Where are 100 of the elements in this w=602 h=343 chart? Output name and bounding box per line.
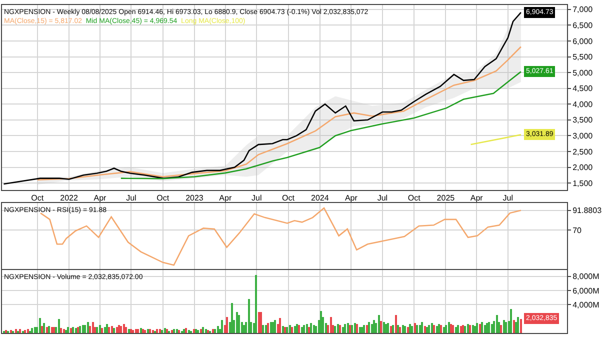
bar — [137, 329, 139, 333]
bar — [34, 327, 36, 333]
y-tick-label: 70 — [572, 226, 582, 235]
bar — [99, 325, 101, 333]
x-tick-label: Apr — [219, 194, 232, 203]
bar — [120, 326, 122, 333]
bar — [92, 322, 94, 333]
bar — [221, 320, 223, 333]
y-tick-label: 1,500 — [572, 178, 594, 188]
bar — [409, 324, 411, 333]
x-tick-label: Oct — [31, 194, 44, 203]
bar — [472, 325, 474, 333]
bar — [31, 328, 33, 333]
bar — [87, 322, 89, 333]
x-tick-label: 2024 — [311, 194, 330, 203]
bar — [330, 317, 332, 333]
bar — [135, 329, 137, 333]
bar — [476, 323, 478, 333]
bar — [320, 311, 322, 333]
bar — [457, 325, 459, 333]
line-series — [120, 71, 522, 180]
x-tick-label: Jul — [126, 194, 137, 203]
x-tick-label: 2022 — [60, 194, 78, 203]
bar — [197, 330, 199, 333]
bar — [255, 275, 257, 333]
bar — [104, 327, 106, 333]
bar — [236, 312, 238, 333]
bar — [359, 327, 361, 333]
bar — [303, 325, 305, 333]
bar — [39, 318, 41, 333]
bar — [402, 325, 404, 333]
bar — [436, 326, 438, 333]
bar — [455, 327, 457, 333]
y-tick-label: 7,000 — [572, 5, 594, 14]
bar — [144, 330, 146, 333]
x-tick-label: 2023 — [186, 194, 204, 203]
bar — [106, 324, 108, 333]
bar — [270, 322, 272, 333]
y-tick-label: 2,000 — [572, 163, 594, 172]
bar — [460, 326, 462, 333]
bar — [310, 323, 312, 333]
bar — [231, 303, 233, 333]
bar — [517, 317, 519, 333]
bar — [488, 322, 490, 333]
y-tick-label: 4,000 — [572, 100, 594, 109]
x-tick-label: Apr — [470, 194, 484, 203]
y-tick-label: 6,500 — [572, 21, 594, 30]
x-tick-label: Apr — [344, 194, 358, 203]
y-tick-label: 3,000 — [572, 132, 594, 140]
bar — [51, 327, 53, 333]
bar — [510, 309, 512, 333]
y-tick-label: 4,500 — [572, 84, 594, 94]
x-tick-label: Jul — [502, 194, 514, 203]
bar — [363, 325, 365, 333]
bar — [43, 323, 45, 333]
bar — [380, 321, 382, 333]
bar — [484, 325, 486, 333]
bar — [313, 325, 315, 333]
x-tick-label: Jul — [252, 194, 262, 203]
bar — [496, 315, 498, 333]
x-tick-label: Oct — [156, 194, 170, 203]
bar — [419, 325, 421, 333]
bar — [274, 320, 276, 333]
bar — [262, 325, 264, 333]
bar — [366, 325, 368, 333]
bar — [342, 327, 344, 333]
bar — [491, 324, 493, 333]
y-tick-label: 8,000M — [572, 272, 600, 282]
bar — [60, 328, 62, 333]
bar — [371, 324, 373, 333]
bar — [84, 325, 86, 333]
bar — [238, 315, 240, 333]
bar — [125, 327, 127, 333]
bar — [279, 318, 281, 333]
bar — [188, 330, 190, 333]
bar — [520, 319, 522, 333]
bar — [452, 325, 454, 333]
bar — [58, 319, 60, 333]
bar — [101, 328, 103, 333]
bar — [387, 323, 389, 333]
bar — [301, 327, 303, 333]
bar — [89, 326, 91, 333]
bar — [404, 326, 406, 333]
bar — [503, 320, 505, 333]
bar — [411, 326, 413, 333]
bar — [395, 315, 397, 333]
line-series — [36, 46, 522, 181]
bar — [41, 326, 43, 333]
y-tick-label: 3,500 — [572, 116, 594, 125]
bar — [123, 324, 125, 333]
bar — [226, 317, 228, 333]
bar — [217, 326, 219, 333]
x-tick-label: Jul — [377, 194, 388, 203]
bar — [82, 325, 84, 333]
bar — [407, 327, 409, 333]
y-tick-label: 4,000M — [572, 300, 600, 310]
bar — [344, 324, 346, 333]
x-tick-label: Apr — [94, 194, 107, 203]
y-tick-label: 6,000 — [572, 36, 594, 46]
bar — [258, 312, 260, 333]
